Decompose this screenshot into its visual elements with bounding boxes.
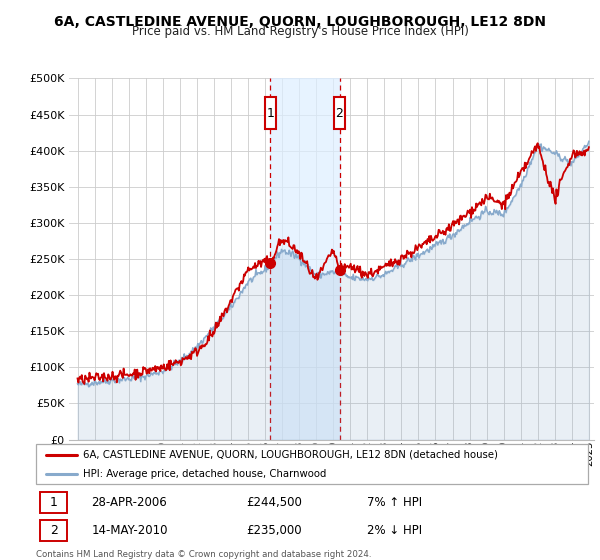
Text: 1: 1: [50, 496, 58, 509]
Bar: [40, 492, 67, 513]
Bar: [40, 520, 67, 542]
Text: £244,500: £244,500: [246, 496, 302, 509]
Text: Price paid vs. HM Land Registry's House Price Index (HPI): Price paid vs. HM Land Registry's House …: [131, 25, 469, 38]
Text: 1: 1: [266, 106, 274, 120]
Text: HPI: Average price, detached house, Charnwood: HPI: Average price, detached house, Char…: [83, 469, 326, 478]
Text: 2: 2: [50, 524, 58, 537]
Text: 6A, CASTLEDINE AVENUE, QUORN, LOUGHBOROUGH, LE12 8DN (detached house): 6A, CASTLEDINE AVENUE, QUORN, LOUGHBOROU…: [83, 450, 498, 460]
Text: £235,000: £235,000: [246, 524, 301, 537]
Text: 6A, CASTLEDINE AVENUE, QUORN, LOUGHBOROUGH, LE12 8DN: 6A, CASTLEDINE AVENUE, QUORN, LOUGHBOROU…: [54, 15, 546, 29]
Text: 28-APR-2006: 28-APR-2006: [91, 496, 167, 509]
Text: 14-MAY-2010: 14-MAY-2010: [91, 524, 168, 537]
Text: Contains HM Land Registry data © Crown copyright and database right 2024.
This d: Contains HM Land Registry data © Crown c…: [36, 550, 371, 560]
Bar: [271, 78, 340, 440]
Text: 2: 2: [335, 106, 343, 120]
Text: 2% ↓ HPI: 2% ↓ HPI: [367, 524, 422, 537]
FancyBboxPatch shape: [334, 97, 346, 129]
FancyBboxPatch shape: [265, 97, 277, 129]
Text: 7% ↑ HPI: 7% ↑ HPI: [367, 496, 422, 509]
